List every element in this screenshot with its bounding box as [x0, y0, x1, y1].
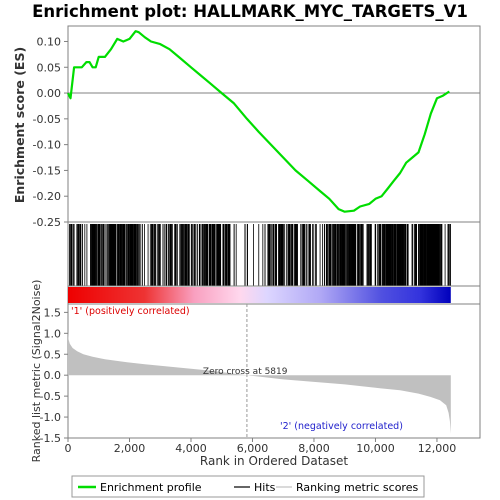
metric-y-axis: 1.5 1.0 0.5 0.0 -0.5 -1.0 -1.5	[40, 306, 68, 445]
metric-x-axis-label: Rank in Ordered Dataset	[200, 454, 348, 468]
ranking-color-bar	[67, 285, 481, 305]
metric-y-tick-label: 1.0	[44, 327, 62, 340]
es-y-tick-label: -0.05	[33, 113, 61, 126]
metric-x-tick-label: 10,000	[356, 442, 395, 455]
positive-correlation-label: '1' (positively correlated)	[71, 306, 190, 317]
hit-marks	[69, 224, 451, 286]
ranking-gradient	[68, 287, 451, 303]
es-plot-frame	[67, 25, 481, 223]
legend-label-enrichment: Enrichment profile	[100, 481, 202, 494]
es-y-tick-label: 0.00	[37, 87, 62, 100]
es-y-axis: 0.10 0.05 0.00 -0.05 -0.10 -0.15 -0.20 -0.25	[33, 35, 68, 229]
metric-y-tick-label: -1.5	[40, 432, 61, 445]
es-y-axis-label: Enrichment score (ES)	[12, 47, 27, 203]
es-y-tick-label: -0.25	[33, 216, 61, 229]
zero-cross-label: Zero cross at 5819	[203, 367, 288, 377]
metric-y-tick-label: -0.5	[40, 390, 61, 403]
es-y-tick-label: -0.20	[33, 190, 61, 203]
metric-x-tick-label: 8,000	[298, 442, 330, 455]
legend: Enrichment profile Hits Ranking metric s…	[71, 475, 425, 498]
metric-panel: Zero cross at 5819 '1' (positively corre…	[30, 280, 481, 468]
es-panel: 0.10 0.05 0.00 -0.05 -0.10 -0.15 -0.20 -0.25 En…	[12, 25, 481, 229]
metric-y-tick-label: 0.5	[44, 348, 62, 361]
metric-x-tick-label: 12,000	[418, 442, 457, 455]
legend-label-hits: Hits	[254, 481, 276, 494]
metric-y-tick-label: 1.5	[44, 306, 62, 319]
hits-panel	[67, 221, 481, 287]
metric-x-tick-label: 2,000	[114, 442, 146, 455]
negative-correlation-label: '2' (negatively correlated)	[280, 421, 403, 432]
metric-y-tick-label: -1.0	[40, 411, 61, 424]
es-y-tick-label: -0.15	[33, 164, 61, 177]
es-y-tick-label: 0.10	[37, 35, 62, 48]
ranking-metric-area	[68, 331, 451, 434]
metric-x-tick-label: 0	[65, 442, 72, 455]
enrichment-profile-line	[67, 30, 450, 213]
metric-x-tick-label: 6,000	[237, 442, 269, 455]
metric-y-tick-label: 0.0	[44, 369, 62, 382]
es-y-tick-label: -0.10	[33, 139, 61, 152]
metric-x-tick-label: 4,000	[175, 442, 207, 455]
metric-y-axis-label: Ranked list metric (Signal2Noise)	[30, 280, 43, 463]
legend-label-ranking: Ranking metric scores	[296, 481, 418, 494]
metric-x-axis: 0 2,000 4,000 6,000 8,000 10,000 12,000	[65, 438, 457, 455]
chart-title: Enrichment plot: HALLMARK_MYC_TARGETS_V1	[32, 2, 468, 21]
es-y-tick-label: 0.05	[37, 61, 62, 74]
